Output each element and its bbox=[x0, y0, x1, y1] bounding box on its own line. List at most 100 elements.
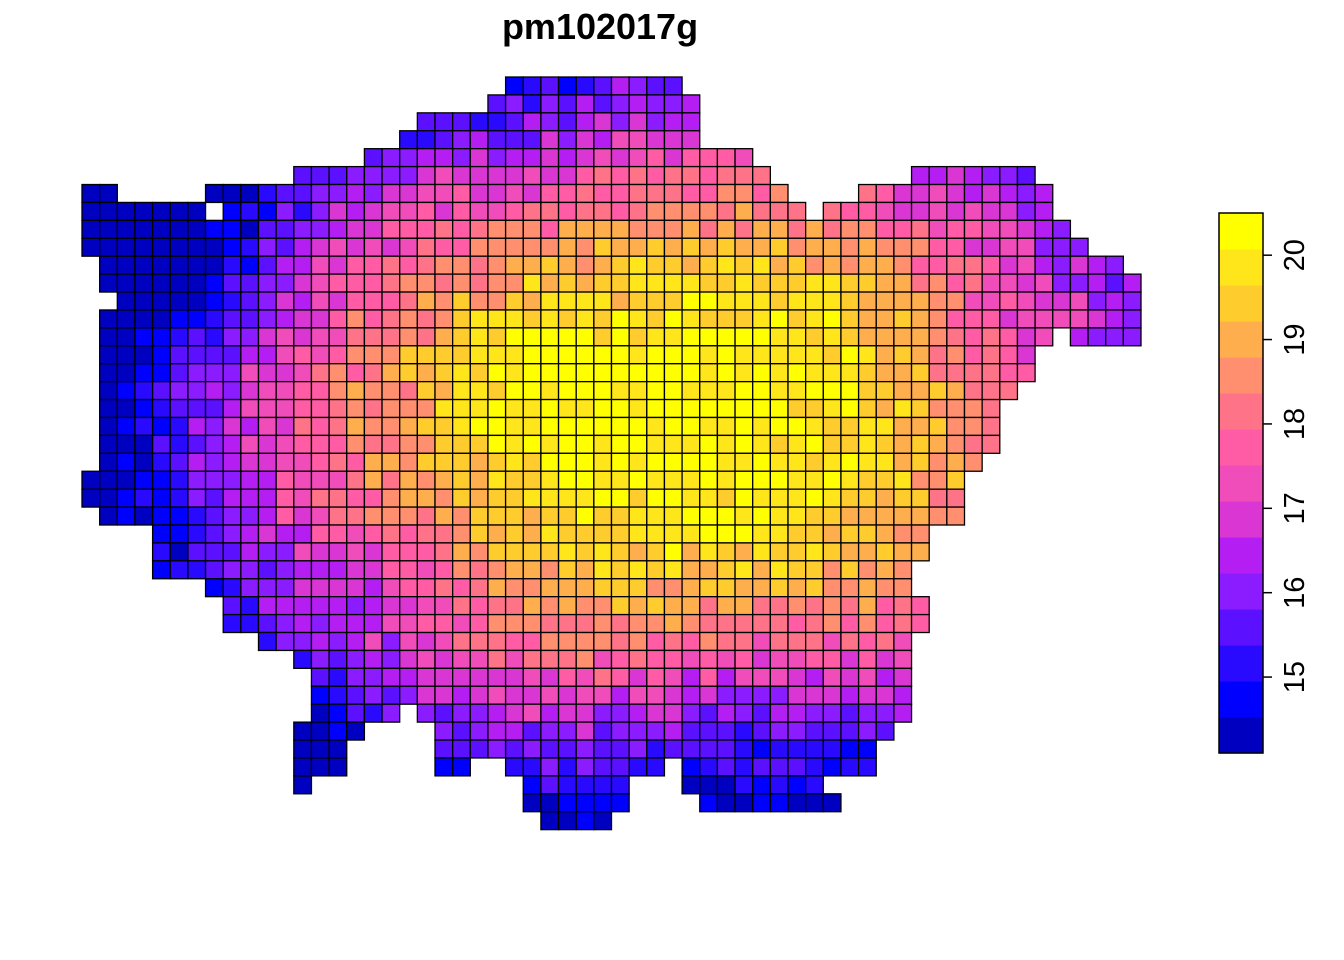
raster-cell bbox=[769, 470, 789, 490]
raster-cell bbox=[504, 739, 524, 759]
raster-cell bbox=[999, 345, 1019, 365]
raster-cell bbox=[504, 703, 524, 723]
raster-cell bbox=[734, 613, 754, 634]
raster-cell bbox=[575, 703, 595, 723]
raster-cell bbox=[716, 721, 736, 741]
raster-cell bbox=[540, 560, 560, 580]
raster-cell bbox=[310, 649, 330, 670]
raster-cell bbox=[910, 237, 930, 257]
raster-cell bbox=[469, 309, 489, 329]
raster-cell bbox=[346, 398, 366, 419]
raster-cell bbox=[734, 685, 754, 705]
raster-cell bbox=[416, 219, 436, 239]
raster-cell bbox=[593, 542, 613, 562]
raster-cell bbox=[716, 219, 736, 239]
raster-cell bbox=[610, 488, 630, 508]
raster-cell bbox=[134, 219, 154, 239]
raster-cell bbox=[257, 578, 277, 598]
raster-cell bbox=[99, 201, 118, 222]
raster-cell bbox=[716, 434, 736, 454]
raster-cell bbox=[399, 165, 419, 186]
raster-cell bbox=[787, 273, 807, 293]
raster-cell bbox=[451, 237, 471, 257]
raster-cell bbox=[151, 380, 171, 401]
raster-cell bbox=[857, 685, 877, 705]
raster-cell bbox=[275, 631, 295, 652]
raster-cell bbox=[328, 542, 348, 562]
raster-cell bbox=[363, 219, 383, 239]
raster-cell bbox=[681, 775, 701, 795]
raster-cell bbox=[240, 345, 260, 365]
raster-cell bbox=[575, 327, 595, 347]
raster-cell bbox=[151, 452, 171, 472]
raster-cell bbox=[822, 613, 842, 634]
raster-cell bbox=[716, 255, 736, 275]
raster-cell bbox=[593, 775, 613, 795]
raster-cell bbox=[857, 470, 877, 490]
raster-cell bbox=[610, 631, 630, 652]
raster-cell bbox=[504, 416, 524, 437]
raster-cell bbox=[169, 416, 189, 437]
raster-cell bbox=[910, 309, 930, 329]
raster-cell bbox=[310, 416, 330, 437]
raster-cell bbox=[857, 613, 877, 634]
raster-cell bbox=[910, 219, 930, 239]
raster-cell bbox=[787, 578, 807, 598]
raster-cell bbox=[893, 488, 913, 508]
raster-cell bbox=[716, 201, 736, 222]
raster-cell bbox=[328, 613, 348, 634]
raster-cell bbox=[1016, 255, 1036, 275]
raster-cell bbox=[222, 434, 242, 454]
raster-cell bbox=[981, 434, 1001, 454]
raster-cell bbox=[434, 613, 454, 634]
raster-cell bbox=[381, 506, 401, 526]
raster-cell bbox=[875, 327, 895, 347]
raster-cell bbox=[681, 470, 701, 490]
raster-cell bbox=[663, 578, 683, 598]
raster-cell bbox=[575, 667, 595, 687]
raster-cell bbox=[681, 542, 701, 562]
raster-cell bbox=[451, 434, 471, 454]
raster-cell bbox=[999, 237, 1019, 257]
raster-cell bbox=[204, 470, 224, 490]
raster-cell bbox=[363, 363, 383, 383]
raster-cell bbox=[204, 309, 224, 329]
raster-cell bbox=[487, 488, 507, 508]
raster-cell bbox=[681, 739, 701, 759]
raster-cell bbox=[310, 434, 330, 454]
raster-cell bbox=[963, 273, 983, 293]
raster-cell bbox=[752, 721, 772, 741]
raster-cell bbox=[504, 721, 524, 741]
raster-cell bbox=[963, 255, 983, 275]
raster-cell bbox=[610, 165, 630, 186]
raster-cell bbox=[240, 452, 260, 472]
raster-cell bbox=[840, 273, 860, 293]
raster-cell bbox=[963, 291, 983, 311]
raster-cell bbox=[981, 219, 1001, 239]
raster-cell bbox=[416, 201, 436, 222]
raster-cell bbox=[204, 327, 224, 347]
raster-cell bbox=[222, 345, 242, 365]
raster-cell bbox=[1087, 309, 1107, 329]
raster-cell bbox=[310, 578, 330, 598]
raster-cell bbox=[540, 757, 560, 777]
raster-cell bbox=[151, 345, 171, 365]
raster-cell bbox=[169, 560, 189, 580]
raster-cell bbox=[857, 398, 877, 419]
raster-cell bbox=[575, 165, 595, 186]
raster-cell bbox=[946, 398, 966, 419]
raster-cell bbox=[805, 649, 824, 670]
raster-cell bbox=[946, 291, 966, 311]
raster-cell bbox=[487, 183, 507, 204]
raster-cell bbox=[363, 148, 383, 168]
raster-cell bbox=[593, 488, 613, 508]
raster-cell bbox=[593, 183, 613, 204]
raster-cell bbox=[805, 578, 824, 598]
raster-cell bbox=[204, 560, 224, 580]
raster-cell bbox=[840, 757, 860, 777]
raster-cell bbox=[963, 398, 983, 419]
raster-cell bbox=[381, 183, 401, 204]
raster-cell bbox=[381, 613, 401, 634]
raster-cell bbox=[522, 506, 542, 526]
raster-cell bbox=[540, 327, 560, 347]
